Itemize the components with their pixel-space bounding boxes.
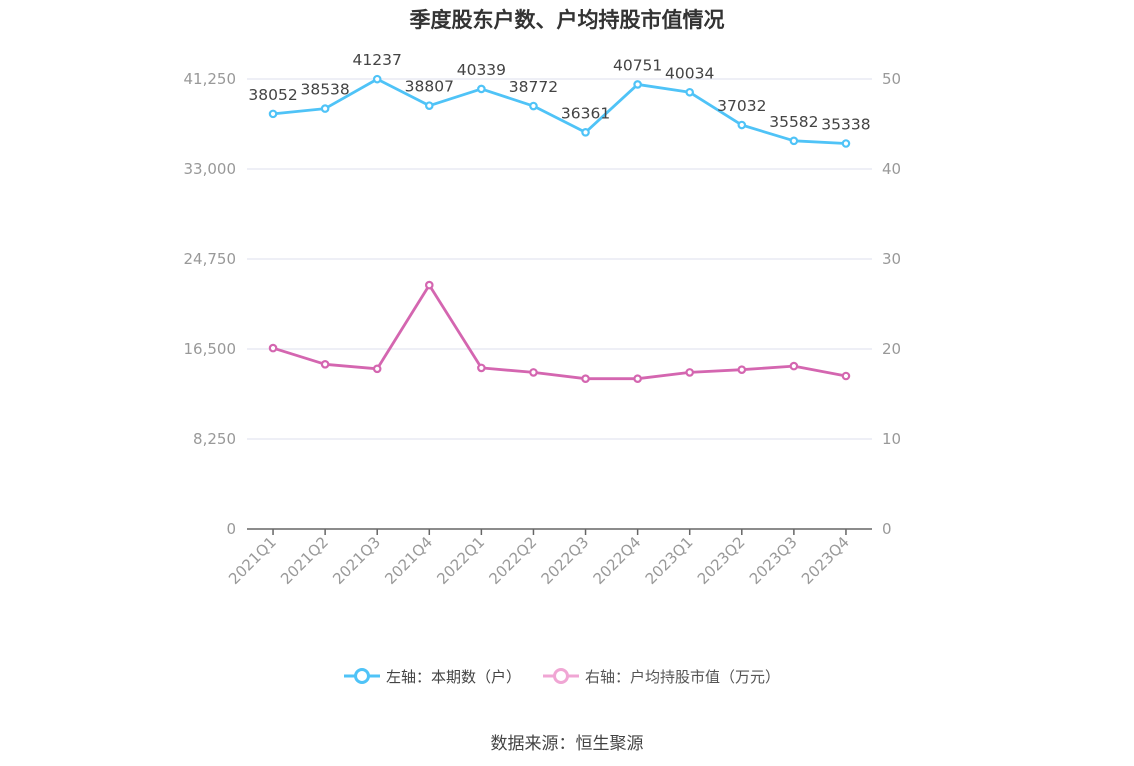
legend-line-circle-icon bbox=[344, 668, 380, 684]
x-tick-label: 2023Q2 bbox=[694, 533, 749, 588]
x-tick-label: 2022Q4 bbox=[590, 533, 645, 588]
x-tick-label: 2022Q2 bbox=[485, 533, 540, 588]
gridlines bbox=[247, 78, 872, 440]
legend-label-left: 左轴：本期数（户） bbox=[386, 667, 522, 686]
data-label: 40751 bbox=[613, 56, 662, 74]
data-point-left bbox=[581, 128, 590, 137]
data-point-right bbox=[372, 364, 382, 374]
data-point-right bbox=[581, 374, 590, 384]
data-point-left bbox=[424, 101, 434, 110]
x-tick-label: 2021Q3 bbox=[329, 533, 384, 588]
data-point-left bbox=[633, 80, 642, 89]
data-point-right bbox=[685, 368, 695, 377]
data-point-right bbox=[841, 371, 851, 381]
data-point-left bbox=[841, 139, 851, 148]
legend-item-left-axis[interactable]: 左轴：本期数（户） bbox=[344, 663, 521, 689]
legend-label-right: 右轴：户均持股市值（万元） bbox=[585, 667, 781, 686]
data-label: 36361 bbox=[561, 104, 610, 122]
x-tick-label: 2023Q1 bbox=[642, 533, 697, 588]
data-label: 41237 bbox=[353, 51, 402, 69]
data-label: 35338 bbox=[821, 115, 870, 133]
data-label: 40339 bbox=[457, 61, 506, 79]
data-label: 38538 bbox=[300, 81, 349, 99]
data-point-left bbox=[372, 74, 382, 84]
y-tick-label-right: 20 bbox=[882, 340, 901, 358]
x-tick-label: 2023Q4 bbox=[798, 533, 853, 588]
data-point-left bbox=[320, 104, 330, 113]
series-line-left bbox=[272, 77, 847, 145]
data-point-right bbox=[320, 359, 330, 369]
data-point-right bbox=[424, 280, 434, 290]
data-label: 40034 bbox=[665, 64, 714, 82]
data-point-right bbox=[633, 374, 642, 384]
data-point-left bbox=[477, 84, 486, 94]
x-tick-label: 2021Q1 bbox=[225, 533, 280, 588]
data-label: 37032 bbox=[717, 97, 766, 115]
data-point-right bbox=[789, 361, 799, 371]
y-tick-label-right: 10 bbox=[882, 430, 901, 448]
data-label: 38052 bbox=[248, 86, 297, 104]
chart-title: 季度股东户数、户均持股市值情况 bbox=[409, 8, 725, 32]
data-point-right bbox=[477, 363, 486, 373]
axes: 0 8,250 16,500 24,750 33,000 41,250 0 10 20 30 40 5… bbox=[184, 70, 902, 588]
data-point-left bbox=[789, 136, 799, 146]
data-label: 38807 bbox=[405, 78, 454, 96]
y-tick-label-right: 40 bbox=[882, 160, 901, 178]
y-tick-label-left: 0 bbox=[226, 520, 236, 538]
y-tick-label-right: 0 bbox=[882, 520, 892, 538]
series bbox=[268, 74, 851, 384]
x-tick-label: 2022Q3 bbox=[538, 533, 593, 588]
data-label: 38772 bbox=[509, 78, 558, 96]
y-tick-label-left: 24,750 bbox=[184, 250, 237, 268]
legend-item-right-axis[interactable]: 右轴：户均持股市值（万元） bbox=[543, 663, 780, 689]
y-tick-label-right: 50 bbox=[882, 70, 901, 88]
x-tick-label: 2021Q4 bbox=[381, 533, 436, 588]
data-point-left bbox=[737, 120, 747, 130]
data-point-right bbox=[737, 365, 747, 375]
x-tick-label: 2022Q1 bbox=[433, 533, 488, 588]
data-point-right bbox=[268, 343, 278, 353]
data-point-right bbox=[529, 368, 538, 377]
legend-line-circle-icon bbox=[543, 668, 579, 684]
x-tick-label: 2023Q3 bbox=[746, 533, 801, 588]
y-tick-label-left: 41,250 bbox=[184, 70, 237, 88]
source-note: 数据来源：恒生聚源 bbox=[490, 734, 644, 754]
data-point-left bbox=[685, 87, 695, 97]
x-tick-label: 2021Q2 bbox=[277, 533, 332, 588]
y-tick-label-left: 33,000 bbox=[184, 160, 237, 178]
y-tick-label-left: 16,500 bbox=[184, 340, 237, 358]
data-label: 35582 bbox=[769, 113, 818, 131]
data-point-left bbox=[529, 101, 538, 111]
series-line-right bbox=[272, 283, 847, 381]
y-tick-label-left: 8,250 bbox=[193, 430, 236, 448]
data-point-left bbox=[268, 109, 278, 119]
y-tick-label-right: 30 bbox=[882, 250, 901, 268]
